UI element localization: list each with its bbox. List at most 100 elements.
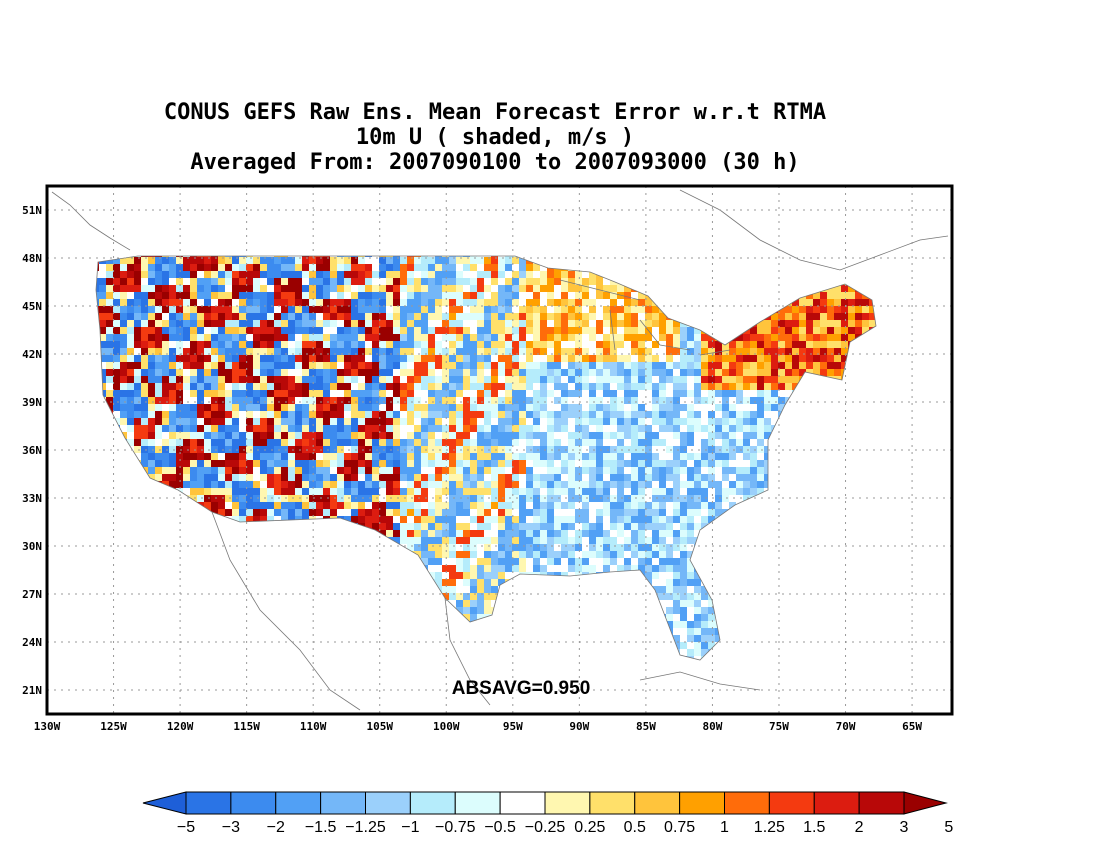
field-cell xyxy=(652,523,659,530)
field-cell xyxy=(708,425,715,432)
field-cell xyxy=(484,509,491,516)
field-cell xyxy=(239,348,246,355)
field-cell xyxy=(582,362,589,369)
field-cell xyxy=(330,488,337,495)
field-cell xyxy=(463,285,470,292)
field-cell xyxy=(386,390,393,397)
field-cell xyxy=(624,355,631,362)
field-cell xyxy=(547,369,554,376)
field-cell xyxy=(484,256,491,257)
field-cell xyxy=(582,313,589,320)
field-cell xyxy=(190,320,197,327)
field-cell xyxy=(645,376,652,383)
field-cell xyxy=(316,334,323,341)
field-cell xyxy=(701,369,708,376)
field-cell xyxy=(169,390,176,397)
field-cell xyxy=(309,446,316,453)
field-cell xyxy=(687,376,694,383)
field-cell xyxy=(498,432,505,439)
field-cell xyxy=(561,292,568,299)
field-cell xyxy=(533,509,540,516)
field-cell xyxy=(547,355,554,362)
field-cell xyxy=(680,446,687,453)
field-cell xyxy=(841,348,848,355)
field-cell xyxy=(673,355,680,362)
field-cell xyxy=(820,348,827,355)
field-cell xyxy=(526,425,533,432)
field-cell xyxy=(512,446,519,453)
field-cell xyxy=(365,523,372,530)
field-cell xyxy=(645,446,652,453)
field-cell xyxy=(211,376,218,383)
field-cell xyxy=(778,355,785,362)
field-cell xyxy=(225,439,232,446)
field-cell xyxy=(372,516,379,523)
field-cell xyxy=(351,432,358,439)
field-cell xyxy=(407,502,414,509)
field-cell xyxy=(225,327,232,334)
field-cell xyxy=(687,460,694,467)
field-cell xyxy=(631,334,638,341)
field-cell xyxy=(162,362,169,369)
field-cell xyxy=(127,432,134,439)
field-cell xyxy=(260,264,267,271)
field-cell xyxy=(547,327,554,334)
field-cell xyxy=(393,278,400,285)
field-cell xyxy=(225,404,232,411)
field-cell xyxy=(512,362,519,369)
field-cell xyxy=(792,320,799,327)
field-cell xyxy=(610,418,617,425)
field-cell xyxy=(491,467,498,474)
field-cell xyxy=(673,439,680,446)
field-cell xyxy=(379,488,386,495)
field-cell xyxy=(477,502,484,509)
field-cell xyxy=(603,369,610,376)
field-cell xyxy=(722,376,729,383)
field-cell xyxy=(183,320,190,327)
field-cell xyxy=(372,432,379,439)
field-cell xyxy=(330,271,337,278)
field-cell xyxy=(589,313,596,320)
field-cell xyxy=(428,256,435,257)
field-cell xyxy=(624,334,631,341)
field-cell xyxy=(421,355,428,362)
field-cell xyxy=(470,257,477,264)
field-cell xyxy=(631,481,638,488)
field-cell xyxy=(260,306,267,313)
field-cell xyxy=(547,397,554,404)
field-cell xyxy=(323,383,330,390)
field-cell xyxy=(743,418,750,425)
field-cell xyxy=(596,306,603,313)
field-cell xyxy=(393,425,400,432)
field-cell xyxy=(344,369,351,376)
field-cell xyxy=(435,383,442,390)
field-cell xyxy=(414,376,421,383)
field-cell xyxy=(323,257,330,264)
field-cell xyxy=(267,411,274,418)
field-cell xyxy=(505,390,512,397)
field-cell xyxy=(211,432,218,439)
field-cell xyxy=(589,362,596,369)
field-cell xyxy=(281,278,288,285)
field-cell xyxy=(295,285,302,292)
field-cell xyxy=(281,256,288,257)
field-cell xyxy=(253,334,260,341)
field-cell xyxy=(652,495,659,502)
field-cell xyxy=(547,502,554,509)
field-cell xyxy=(232,453,239,460)
field-cell xyxy=(449,278,456,285)
field-cell xyxy=(281,257,288,264)
field-cell xyxy=(330,348,337,355)
field-cell xyxy=(232,376,239,383)
field-cell xyxy=(386,432,393,439)
field-cell xyxy=(610,432,617,439)
field-cell xyxy=(603,481,610,488)
field-cell xyxy=(442,355,449,362)
field-cell xyxy=(715,439,722,446)
field-cell xyxy=(554,341,561,348)
field-cell xyxy=(120,383,127,390)
field-cell xyxy=(694,446,701,453)
field-cell xyxy=(505,341,512,348)
field-cell xyxy=(239,425,246,432)
field-cell xyxy=(414,397,421,404)
